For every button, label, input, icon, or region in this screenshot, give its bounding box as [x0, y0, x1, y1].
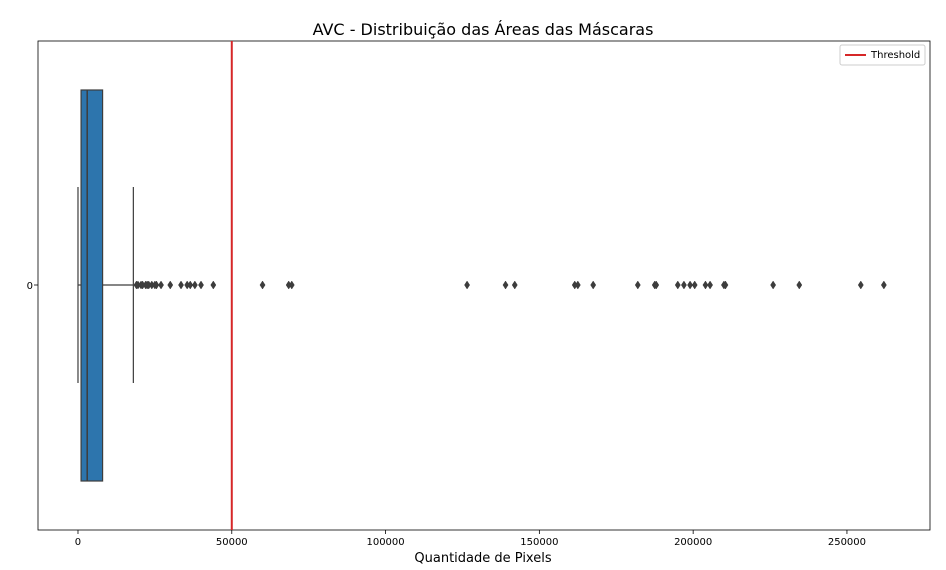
x-tick-label: 200000 [674, 537, 712, 548]
outlier-point [178, 280, 184, 290]
outlier-point [674, 280, 681, 290]
outlier-point [158, 280, 164, 290]
outlier-point [634, 280, 641, 290]
chart-title: AVC - Distribuição das Áreas das Máscara… [313, 20, 654, 39]
plot-frame [37, 40, 931, 531]
outlier-point [191, 280, 198, 290]
outlier-point [167, 280, 174, 290]
x-tick-label: 100000 [366, 537, 404, 548]
outlier-point [681, 280, 687, 290]
x-tick-label: 50000 [216, 537, 248, 548]
legend-box [839, 44, 926, 66]
y-tick-label: 0 [27, 281, 33, 292]
outlier-point [464, 280, 470, 290]
outlier-point [702, 280, 709, 290]
outlier-point [691, 280, 698, 290]
outlier-point [857, 280, 864, 290]
outlier-point [590, 280, 597, 290]
outlier-point [796, 280, 803, 290]
x-axis-label: Quantidade de Pixels [414, 551, 551, 566]
x-axis: 0 50000 100000 150000 200000 250000 [75, 530, 866, 548]
outlier-point [153, 280, 160, 290]
outlier-point [687, 280, 693, 290]
outlier-point [187, 280, 194, 290]
legend: Threshold [839, 44, 926, 66]
outlier-point [574, 280, 581, 290]
plot-area [77, 41, 887, 530]
x-tick-label: 0 [75, 537, 81, 548]
outlier-point [502, 280, 509, 290]
x-tick-label: 250000 [828, 537, 866, 548]
outlier-point [707, 280, 713, 290]
legend-threshold-label: Threshold [870, 50, 920, 61]
box-iqr [80, 89, 104, 482]
outlier-point [880, 280, 887, 290]
outlier-point [198, 280, 204, 290]
outlier-point [653, 280, 660, 290]
outlier-point [288, 280, 295, 290]
outlier-point [210, 280, 217, 290]
outlier-point [259, 280, 266, 290]
outlier-point [722, 280, 729, 290]
x-tick-label: 150000 [520, 537, 558, 548]
outlier-point [511, 280, 518, 290]
outlier-point [770, 280, 777, 290]
